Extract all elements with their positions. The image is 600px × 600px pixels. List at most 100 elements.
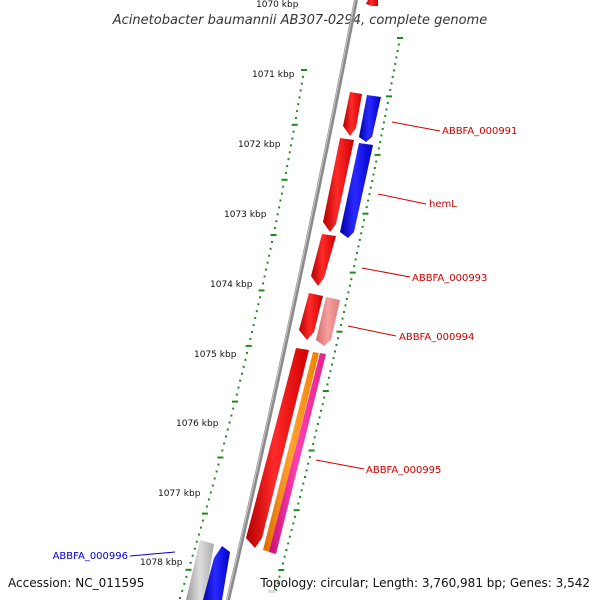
inner-tick-mark	[391, 75, 394, 78]
gene-leader-line	[391, 121, 441, 132]
kbp-labels: 1070 kbp 1071 kbp 1072 kbp 1073 kbp 1074 kbp…	[140, 0, 299, 568]
inner-tick-mark	[336, 330, 343, 333]
outer-tick-mark	[185, 575, 188, 578]
inner-tick-mark	[341, 317, 344, 320]
gene-label[interactable]: hemL	[429, 199, 457, 210]
outer-tick-mark	[181, 589, 184, 592]
gene-label[interactable]: ABBFA_000994	[399, 332, 474, 343]
outer-tick-mark	[217, 456, 224, 459]
inner-tick-mark	[357, 245, 360, 248]
inner-tick-mark	[278, 569, 285, 571]
outer-tick-mark	[213, 477, 216, 480]
outer-tick-mark	[199, 526, 202, 529]
gene-leader-line	[347, 325, 397, 337]
inner-tick-mark	[340, 324, 342, 327]
gene-arrow-abbfa-000993[interactable]	[311, 234, 336, 286]
outer-tick-track	[179, 69, 307, 599]
gene-arrow-abbfa-000995-red[interactable]	[246, 348, 309, 548]
inner-tick-mark	[381, 127, 384, 130]
inner-tick-mark	[318, 416, 321, 419]
gene-label[interactable]: ABBFA_000991	[442, 126, 517, 137]
inner-tick-mark	[276, 582, 279, 585]
gene-arrow-abbfa-000995-orange[interactable]	[263, 352, 319, 552]
inner-tick-mark	[350, 278, 353, 281]
inner-tick-mark	[327, 376, 330, 379]
outer-tick-mark	[237, 386, 240, 389]
accession-text: Accession: NC_011595	[8, 576, 144, 590]
gene-arrow-abbfa-000996[interactable]	[203, 546, 230, 600]
outer-tick-mark	[205, 505, 208, 508]
outer-tick-mark	[244, 358, 247, 361]
inner-tick-mark	[344, 304, 347, 307]
inner-tick-mark	[363, 219, 365, 222]
gene-arrow-heml-red[interactable]	[323, 138, 354, 232]
inner-tick-mark	[374, 153, 381, 156]
gene-arrow-abbfa-000995[interactable]	[269, 353, 326, 554]
inner-tick-mark	[292, 522, 295, 525]
inner-tick-mark	[320, 409, 323, 412]
outer-tick-mark	[271, 240, 273, 243]
kbp-tick-label: 1077 kbp	[158, 489, 201, 499]
gene-arrow-top-partial[interactable]	[366, 0, 378, 6]
outer-tick-mark	[259, 296, 261, 299]
gene-label[interactable]: ABBFA_000993	[412, 273, 487, 284]
outer-tick-mark	[197, 533, 200, 536]
outer-tick-mark	[221, 449, 224, 452]
outer-tick-mark	[269, 247, 272, 250]
inner-tick-mark	[390, 82, 393, 85]
inner-tick-mark	[380, 134, 383, 137]
outer-tick-mark	[270, 234, 277, 236]
outer-tick-mark	[215, 470, 218, 473]
inner-tick-mark	[389, 88, 392, 91]
inner-tick-mark	[322, 390, 329, 392]
inner-tick-mark	[293, 509, 300, 512]
outer-tick-mark	[298, 96, 301, 99]
inner-tick-mark	[308, 456, 311, 459]
inner-tick-mark	[393, 69, 395, 72]
gene-arrow-heml[interactable]	[340, 143, 373, 238]
inner-tick-mark	[369, 186, 372, 189]
inner-tick-mark	[331, 363, 333, 366]
map-title: Acinetobacter baumannii AB307-0294, comp…	[112, 13, 487, 28]
outer-tick-mark	[254, 317, 257, 320]
kbp-tick-label: 1071 kbp	[252, 70, 295, 80]
outer-tick-mark	[279, 199, 282, 202]
gene-leader-line	[361, 267, 411, 278]
inner-tick-mark	[313, 436, 316, 439]
outer-tick-mark	[297, 103, 300, 106]
inner-tick-track	[275, 37, 403, 591]
outer-tick-mark	[207, 498, 210, 501]
gene-features	[186, 0, 381, 600]
gene-arrow-abbfa-000991[interactable]	[343, 92, 362, 136]
outer-tick-mark	[291, 123, 298, 126]
outer-tick-mark	[281, 178, 288, 181]
outer-tick-mark	[211, 484, 214, 487]
outer-tick-mark	[296, 110, 299, 113]
gene-label[interactable]: ABBFA_000995	[366, 465, 441, 476]
inner-tick-mark	[371, 180, 374, 182]
gene-arrow-abbfa-000994-red[interactable]	[299, 293, 323, 340]
outer-tick-mark	[268, 254, 271, 257]
inner-tick-mark	[397, 43, 400, 46]
outer-tick-mark	[223, 442, 226, 445]
inner-tick-mark	[294, 515, 296, 518]
outer-tick-mark	[245, 344, 252, 347]
inner-tick-mark	[282, 562, 284, 565]
outer-tick-mark	[284, 171, 287, 174]
outer-tick-mark	[189, 561, 192, 564]
outer-tick-mark	[246, 351, 248, 354]
inner-tick-mark	[348, 284, 351, 287]
gene-arrow-abbfa-000994[interactable]	[316, 297, 340, 346]
gene-label[interactable]: ABBFA_000996	[53, 551, 128, 562]
gene-arrow-blue-000991[interactable]	[359, 95, 381, 142]
inner-tick-mark	[321, 403, 324, 406]
kbp-tick-label: 1076 kbp	[176, 419, 219, 429]
outer-tick-mark	[287, 158, 290, 161]
outer-tick-mark	[292, 130, 295, 133]
outer-tick-mark	[301, 75, 304, 78]
outer-tick-mark	[291, 137, 294, 140]
small-marker	[268, 590, 276, 593]
inner-tick-mark	[288, 535, 291, 538]
inner-tick-mark	[326, 383, 329, 386]
